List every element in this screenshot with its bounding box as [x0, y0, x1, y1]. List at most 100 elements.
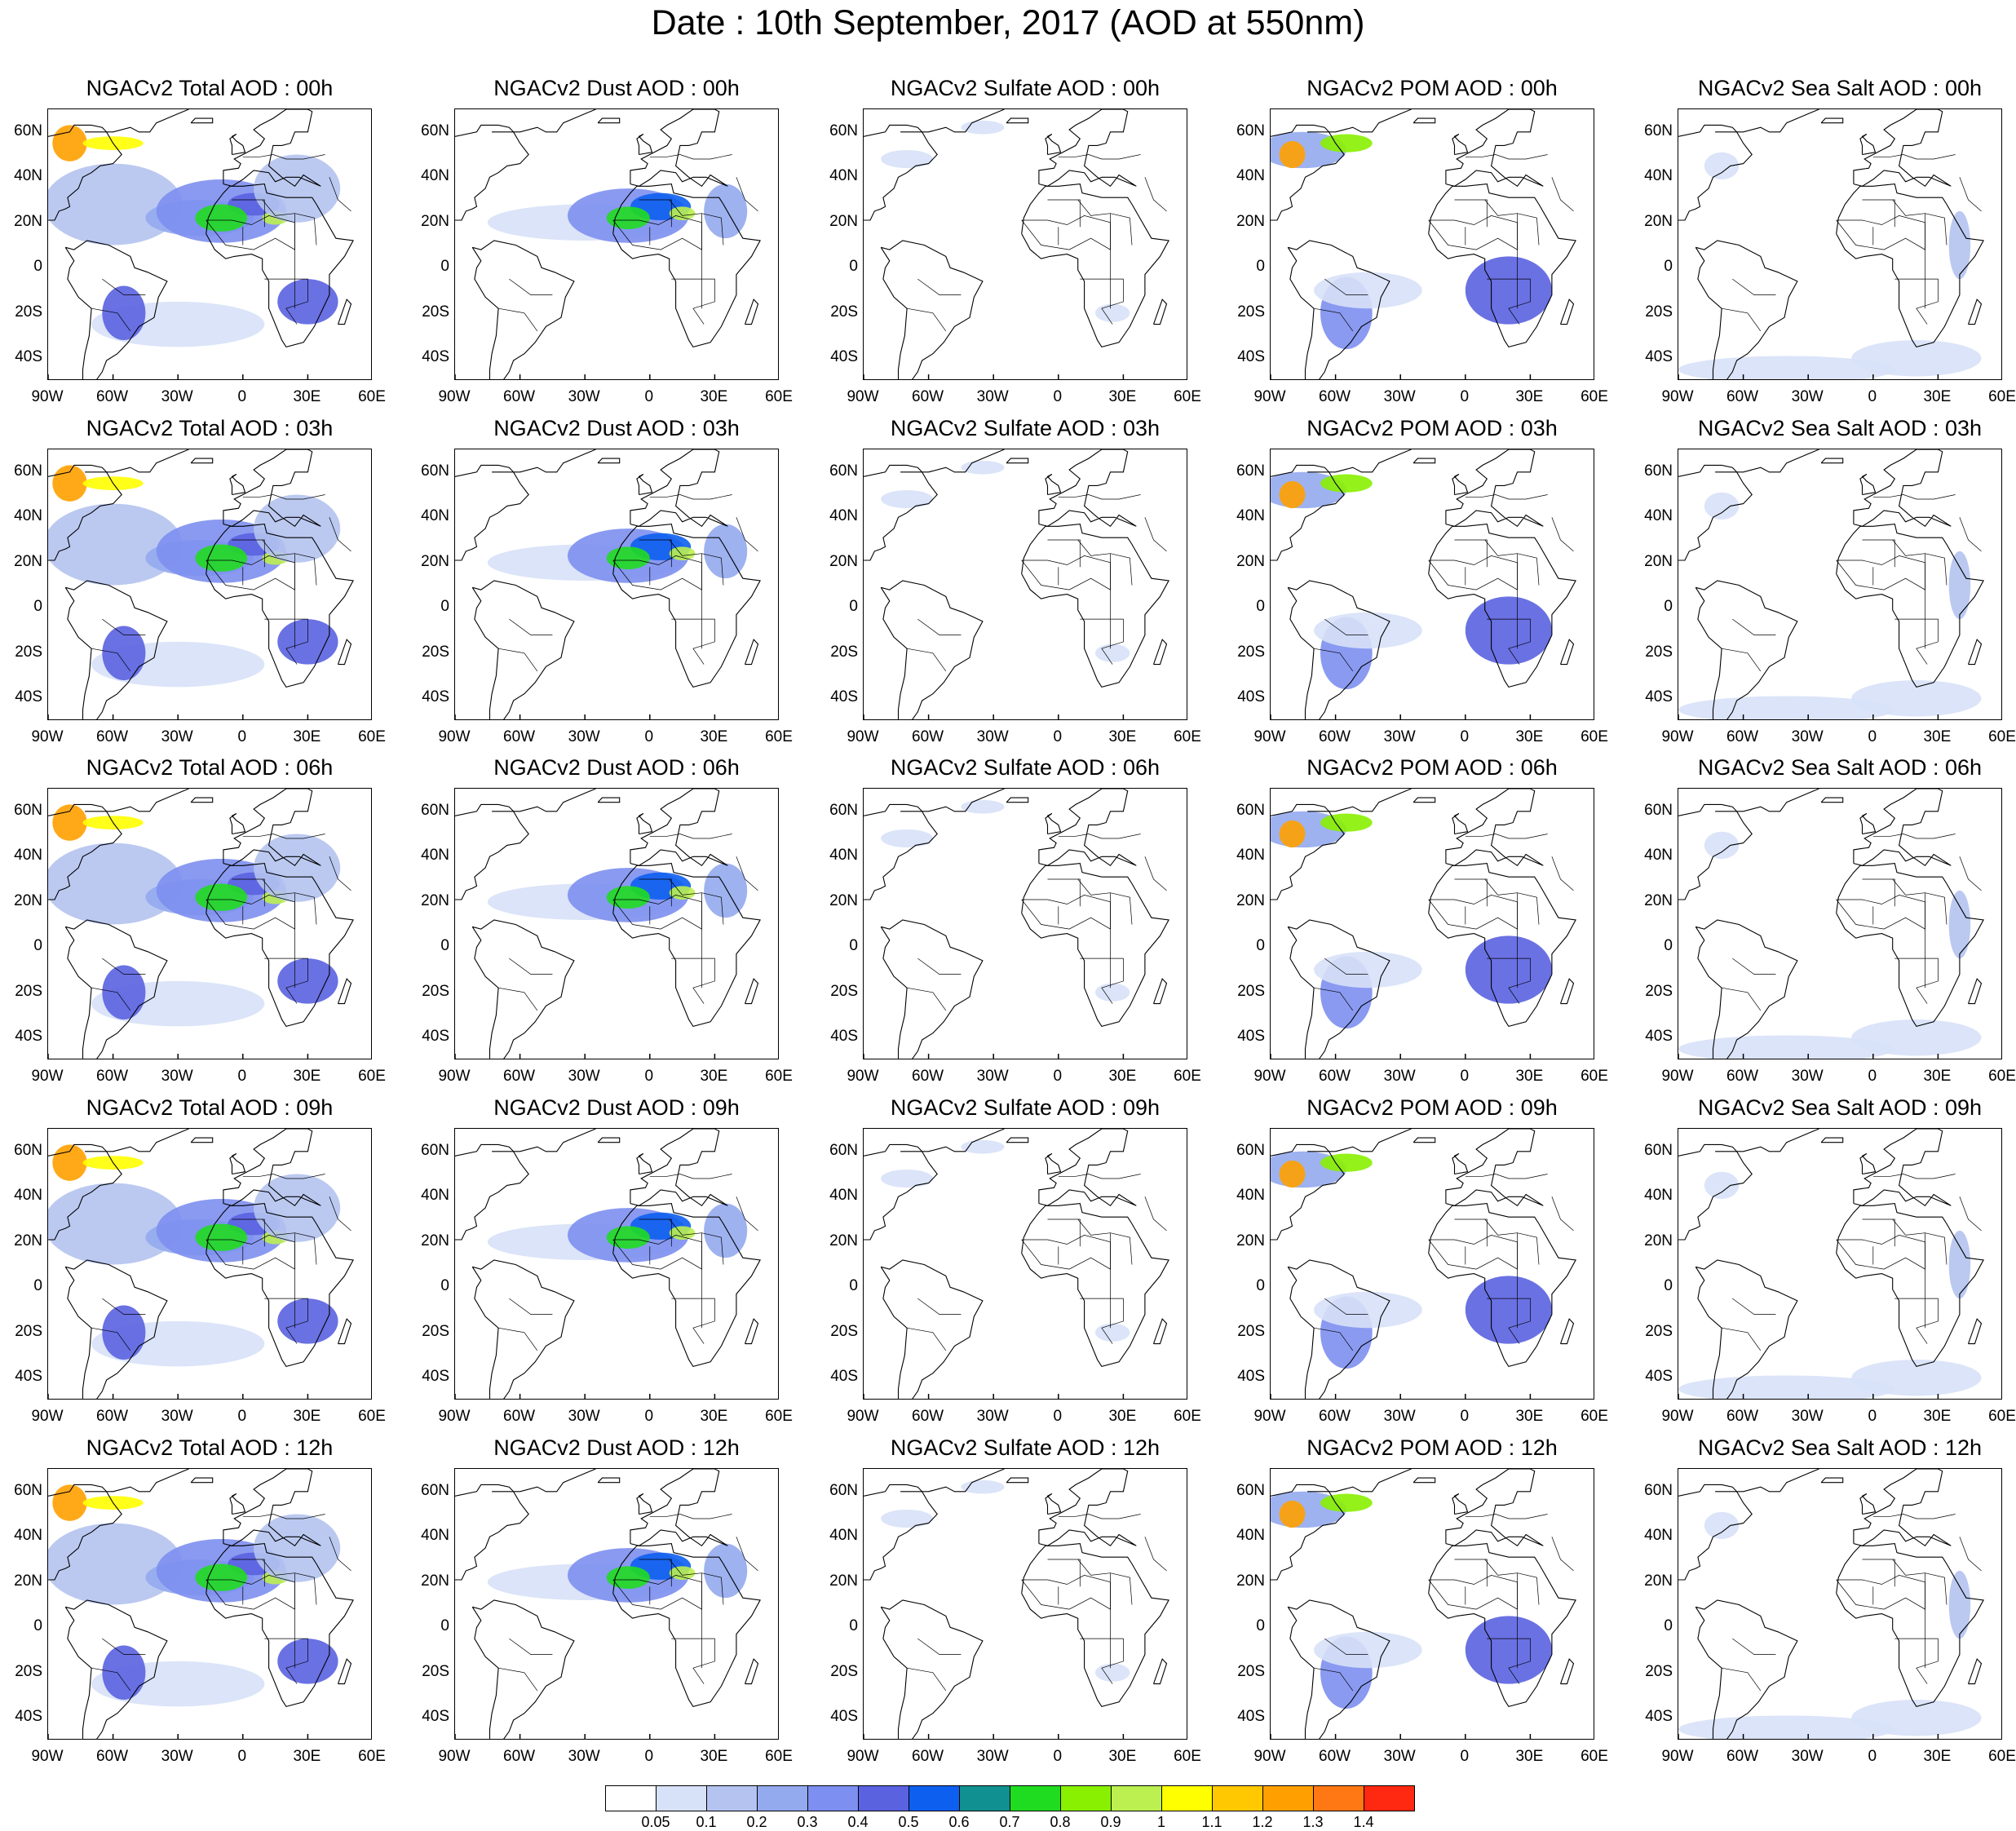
coastline-3 [1678, 1484, 1753, 1581]
y-tick-label: 0 [849, 598, 858, 616]
map-panel-sulfate-06h [863, 788, 1187, 1059]
border-11 [1047, 539, 1081, 568]
x-tick-label: 30W [976, 1408, 1009, 1425]
x-tick-label: 90W [847, 728, 879, 745]
colorbar-label: 0.3 [797, 1814, 818, 1830]
aod-plume-pom-5 [1314, 612, 1422, 649]
coastline-5 [1452, 1493, 1469, 1515]
aod-plume-dust-3 [606, 1566, 650, 1590]
x-tick-label: 90W [1253, 1408, 1286, 1425]
coastline-4 [85, 1469, 189, 1493]
border-8 [1021, 1235, 1111, 1270]
x-tick-label: 90W [438, 728, 471, 745]
y-tick-label: 40S [1645, 1708, 1673, 1726]
border-9 [1484, 1218, 1540, 1265]
aod-plume-pom-3 [1465, 596, 1552, 665]
map-panel-pom-09h [1270, 1128, 1594, 1400]
map-panel-pom-12h [1270, 1468, 1594, 1740]
border-17 [1551, 517, 1574, 552]
border-14 [1722, 307, 1762, 332]
x-tick-label: 30W [568, 728, 600, 745]
coastline-1 [1428, 863, 1576, 1028]
coastline-0 [64, 240, 168, 379]
x-tick-label: 60E [358, 1748, 386, 1765]
coastline-6 [1413, 1477, 1436, 1484]
coastline-5 [636, 134, 653, 156]
x-tick-label: 30E [1923, 388, 1952, 405]
aod-plume-total-5 [195, 544, 248, 572]
y-tick-label: 0 [33, 1277, 42, 1295]
border-17 [329, 1537, 351, 1572]
x-tick-label: 30W [976, 1068, 1009, 1085]
y-tick-label: 20N [14, 891, 42, 909]
x-tick-label: 60E [765, 1748, 793, 1765]
y-tick-label: 20N [829, 1232, 858, 1249]
x-tick-label: 90W [847, 1408, 879, 1425]
coastline-5 [229, 813, 246, 835]
x-tick-label: 60W [503, 1068, 536, 1085]
coastline-2 [630, 1129, 728, 1207]
colorbar-box-8 [1010, 1785, 1061, 1811]
border-10 [1894, 1638, 1939, 1684]
border-16 [242, 494, 325, 500]
map-plot-total-03h [48, 449, 354, 719]
coastline-5 [1859, 813, 1877, 835]
coastline-3 [864, 803, 938, 900]
border-8 [1021, 555, 1111, 590]
coastline-4 [1307, 1469, 1412, 1493]
coastline-5 [229, 134, 246, 156]
coastline-6 [190, 1137, 214, 1143]
map-plot-pom-09h [1271, 1129, 1576, 1399]
aod-plume-dust-4 [669, 546, 696, 560]
y-tick-label: 40S [830, 688, 858, 706]
border-9 [669, 878, 724, 925]
aod-plume-sulfate-0 [881, 1169, 933, 1188]
coastline-4 [1307, 449, 1412, 473]
border-8 [1836, 1575, 1925, 1610]
border-16 [1465, 494, 1548, 500]
border-17 [329, 856, 351, 891]
coastline-1 [612, 184, 761, 348]
coastline-2 [1038, 449, 1137, 528]
border-16 [1465, 1514, 1548, 1519]
x-tick-label: 0 [1053, 1068, 1063, 1085]
coastline-4 [900, 1129, 1005, 1152]
x-tick-label: 30W [568, 1068, 600, 1085]
coastline-1 [206, 524, 354, 688]
map-plot-pom-12h [1271, 1469, 1576, 1739]
aod-plume-pom-3 [1465, 256, 1552, 325]
y-tick-label: 60N [14, 1141, 42, 1159]
coastline-2 [223, 1129, 321, 1207]
x-tick-label: 60E [765, 728, 793, 745]
coastline-2 [1853, 1129, 1952, 1207]
coastline-2 [223, 789, 321, 867]
x-tick-label: 30W [976, 1748, 1009, 1765]
border-14 [1314, 987, 1354, 1011]
y-tick-label: 60N [1236, 122, 1265, 139]
x-tick-label: 0 [237, 1748, 247, 1765]
x-tick-label: 90W [847, 1748, 879, 1765]
coastline-1 [1836, 863, 1984, 1028]
x-tick-label: 90W [1253, 388, 1286, 405]
border-15 [1732, 1298, 1776, 1315]
y-tick-label: 20N [1236, 212, 1265, 230]
y-tick-label: 20N [1644, 552, 1673, 570]
border-9 [1077, 199, 1133, 245]
aod-plume-seasalt-2 [1704, 831, 1740, 860]
x-tick-label: 60E [1581, 728, 1608, 745]
colorbar-box-2 [706, 1785, 758, 1811]
coastline-0 [471, 1599, 575, 1739]
x-tick-label: 90W [1661, 1068, 1694, 1085]
border-16 [649, 1174, 732, 1179]
y-tick-label: 20S [15, 1322, 42, 1340]
x-tick-label: 60W [912, 1748, 944, 1765]
y-tick-label: 40S [1237, 688, 1265, 706]
border-15 [917, 1298, 962, 1315]
y-tick-label: 0 [1664, 1277, 1673, 1295]
border-14 [498, 648, 538, 672]
x-tick-label: 60E [1581, 1408, 1608, 1425]
border-11 [639, 1218, 672, 1247]
aod-plume-total-9 [52, 1144, 87, 1181]
x-tick-label: 30W [1383, 1068, 1416, 1085]
x-tick-label: 90W [438, 1748, 471, 1765]
